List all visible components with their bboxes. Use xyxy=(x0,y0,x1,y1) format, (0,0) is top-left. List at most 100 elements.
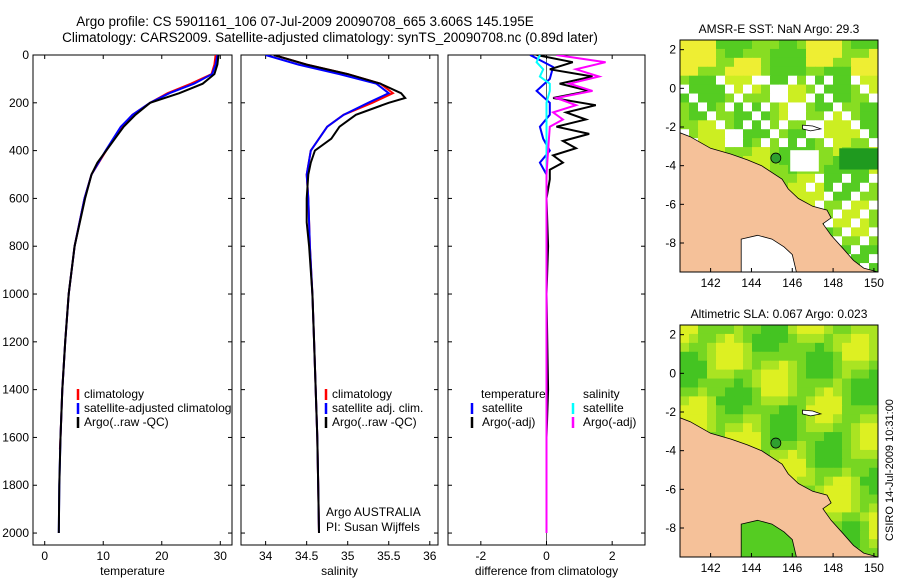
field-cell xyxy=(869,263,878,272)
field-cell xyxy=(869,441,878,451)
field-cell xyxy=(860,138,870,148)
field-cell xyxy=(860,102,870,112)
field-cell xyxy=(815,325,825,335)
field-cell xyxy=(716,325,726,335)
field-cell xyxy=(689,378,699,388)
field-cell xyxy=(824,40,834,50)
field-cell xyxy=(698,111,708,121)
x-tick-label: 144 xyxy=(741,276,761,290)
field-cell xyxy=(698,414,708,424)
field-cell xyxy=(725,93,735,103)
field-cell xyxy=(815,405,825,415)
field-cell xyxy=(761,147,771,157)
field-cell xyxy=(824,396,834,406)
field-cell xyxy=(698,396,708,406)
field-cell xyxy=(779,48,789,59)
y-tick-label: -8 xyxy=(665,521,676,535)
field-cell xyxy=(761,48,771,59)
field-cell xyxy=(770,129,780,139)
field-cell xyxy=(869,102,878,112)
field-cell xyxy=(788,57,798,68)
field-cell xyxy=(824,423,834,433)
field-cell xyxy=(788,129,798,139)
field-cell xyxy=(779,342,789,353)
field-cell xyxy=(842,75,852,86)
field-cell xyxy=(779,325,789,335)
y-tick-label: 0 xyxy=(22,48,29,62)
field-cell xyxy=(725,333,735,344)
field-cell xyxy=(851,539,861,549)
field-cell xyxy=(860,521,870,531)
field-cell xyxy=(833,494,843,504)
field-cell xyxy=(869,120,878,130)
field-cell xyxy=(842,485,852,496)
field-cell xyxy=(860,40,870,50)
annotation-text: PI: Susan Wijffels xyxy=(326,520,420,534)
field-cell xyxy=(869,512,878,522)
field-cell xyxy=(770,164,780,175)
field-cell xyxy=(770,369,780,380)
field-cell xyxy=(716,57,726,68)
x-tick-label: 0 xyxy=(41,549,48,563)
field-cell xyxy=(806,333,816,344)
map-frame xyxy=(679,39,879,273)
field-cell xyxy=(797,93,807,103)
field-cell xyxy=(707,351,717,362)
field-cell xyxy=(779,432,789,442)
field-cell xyxy=(851,209,861,219)
map-content xyxy=(680,40,878,272)
field-cell xyxy=(761,325,771,335)
field-cell xyxy=(824,200,834,211)
field-cell xyxy=(815,173,825,184)
field-cell xyxy=(842,120,852,130)
field-cell xyxy=(824,75,834,86)
field-cell xyxy=(779,102,789,112)
x-tick-label: 146 xyxy=(782,276,802,290)
field-cell xyxy=(842,405,852,415)
field-cell xyxy=(869,414,878,424)
y-tick-label: 1600 xyxy=(2,430,29,444)
field-cell xyxy=(725,387,735,397)
field-cell xyxy=(788,378,798,388)
field-cell xyxy=(797,441,807,451)
field-cell xyxy=(743,84,753,95)
field-cell xyxy=(761,156,771,166)
field-cell xyxy=(851,494,861,504)
field-cell xyxy=(824,333,834,344)
field-cell xyxy=(797,138,807,148)
field-cell xyxy=(743,396,753,406)
x-tick-label: 142 xyxy=(701,276,721,290)
field-cell xyxy=(752,111,762,121)
field-cell xyxy=(770,84,780,95)
field-cell xyxy=(833,414,843,424)
field-cell xyxy=(770,102,780,112)
field-cell xyxy=(725,138,735,148)
field-cell xyxy=(860,351,870,362)
field-cell xyxy=(725,414,735,424)
legend-label: climatology xyxy=(332,387,392,401)
field-cell xyxy=(851,200,861,211)
field-cell xyxy=(707,387,717,397)
field-cell xyxy=(869,521,878,531)
field-cell xyxy=(770,75,780,86)
field-cell xyxy=(869,360,878,371)
field-cell xyxy=(743,147,753,157)
field-cell xyxy=(815,84,825,95)
field-cell xyxy=(869,200,878,211)
field-cell xyxy=(725,102,735,112)
field-cell xyxy=(788,173,798,184)
field-cell xyxy=(734,84,744,95)
field-cell xyxy=(842,93,852,103)
field-cell xyxy=(698,405,708,415)
field-cell xyxy=(770,66,780,77)
field-cell xyxy=(725,57,735,68)
field-cell xyxy=(806,325,816,335)
field-cell xyxy=(761,414,771,424)
legend-label: satellite adj. clim. xyxy=(332,401,423,415)
field-cell xyxy=(860,325,870,335)
field-cell xyxy=(806,66,816,77)
field-cell xyxy=(770,57,780,68)
field-cell xyxy=(860,467,870,478)
map-panel-1: AMSR-E SST: NaN Argo: 29.3 142 144 146 148 15… xyxy=(665,22,884,290)
field-cell xyxy=(824,66,834,77)
